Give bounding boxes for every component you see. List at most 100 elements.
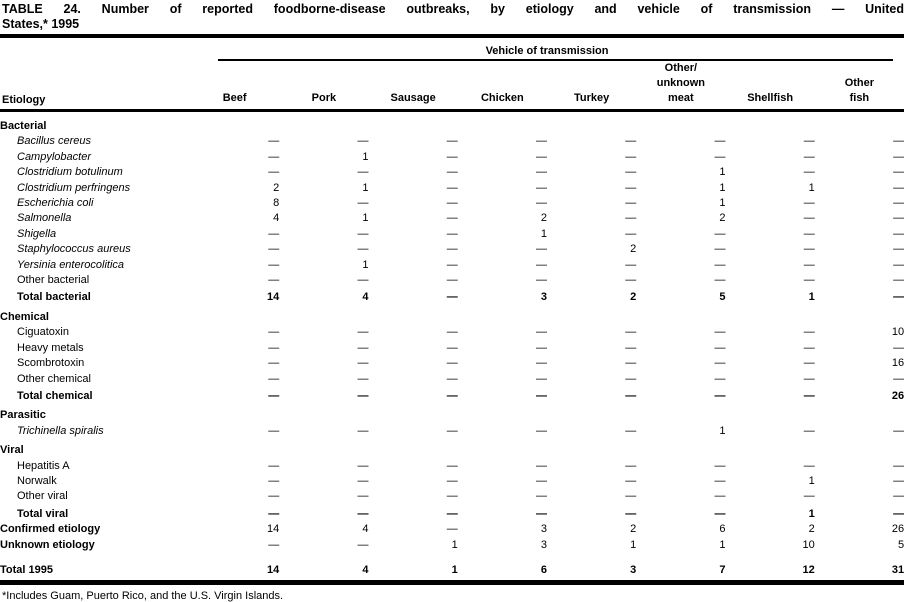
cell-value: — xyxy=(536,166,547,179)
cell-value: — xyxy=(446,326,458,339)
cell-value: — xyxy=(446,197,458,210)
table-row: Hepatitis A — — — — — — — — xyxy=(0,459,904,474)
cell-value: 5 xyxy=(897,538,904,551)
row-label: Trichinella spiralis xyxy=(17,424,104,437)
cell-value: — xyxy=(536,243,547,256)
cell-value: — xyxy=(357,227,369,240)
row-label: Clostridium botulinum xyxy=(17,166,123,179)
row-label: Hepatitis A xyxy=(17,459,70,472)
row-label: Escherichia coli xyxy=(17,197,94,210)
etiology-column-header: Etiology xyxy=(2,94,46,106)
row-label: Total 1995 xyxy=(0,563,53,576)
cell-value: — xyxy=(625,341,637,354)
cell-value: — xyxy=(536,258,547,271)
row-label: Yersinia enterocolitica xyxy=(17,258,125,271)
row-label: Unknown etiology xyxy=(0,538,95,551)
cell-value: — xyxy=(536,181,547,194)
cell-value: — xyxy=(357,274,369,287)
table-title-line1: TABLE 24. Number of reported foodborne-d… xyxy=(2,2,904,16)
cell-value: — xyxy=(714,357,726,370)
cell-value: — xyxy=(893,490,904,503)
cell-value: — xyxy=(446,523,458,536)
cell-value: — xyxy=(893,507,904,520)
cell-value: — xyxy=(803,166,815,179)
cell-value: — xyxy=(536,459,547,472)
table-row: Confirmed etiology 14 4—3 2 6 2 26 xyxy=(0,522,904,537)
row-label: Bacterial xyxy=(0,120,47,132)
row-label: Bacillus cereus xyxy=(17,135,91,148)
cell-value: 10 xyxy=(802,538,815,551)
cell-value: — xyxy=(268,326,280,339)
cell-value: — xyxy=(536,326,547,339)
cell-value: — xyxy=(893,372,904,385)
row-label: Viral xyxy=(0,444,24,457)
cell-value: 10 xyxy=(891,326,904,339)
cell-value: — xyxy=(714,135,726,148)
cell-value: — xyxy=(714,274,726,287)
cell-value: 1 xyxy=(719,197,726,210)
cell-value: — xyxy=(357,474,369,487)
cell-value: — xyxy=(625,507,637,520)
cell-value: 1 xyxy=(808,181,815,194)
cell-value: — xyxy=(446,135,458,148)
cell-value: — xyxy=(803,372,815,385)
cell-value: — xyxy=(803,326,815,339)
cell-value: 5 xyxy=(719,291,726,304)
table-row: Ciguatoxin — — — — — — — 10 xyxy=(0,325,904,340)
cell-value: — xyxy=(536,474,547,487)
top-rule xyxy=(0,34,904,38)
cell-value: 3 xyxy=(540,538,547,551)
cell-value: — xyxy=(803,258,815,271)
cell-value: — xyxy=(714,459,726,472)
table-row: Trichinella spiralis — — — — — 1 — — xyxy=(0,424,904,439)
cell-value: — xyxy=(803,490,815,503)
cell-value: — xyxy=(625,197,637,210)
cell-value: — xyxy=(268,166,280,179)
cell-value: — xyxy=(714,474,726,487)
cell-value: — xyxy=(268,357,280,370)
cell-value: 2 xyxy=(630,291,637,304)
cell-value: — xyxy=(893,274,904,287)
cell-value: 14 xyxy=(267,523,280,536)
cell-value: — xyxy=(357,341,369,354)
table-row: Escherichia coli 8 — — — — 1 — — xyxy=(0,196,904,211)
cell-value: — xyxy=(357,507,369,520)
cell-value: — xyxy=(536,135,547,148)
cell-value: — xyxy=(803,341,815,354)
cell-value: — xyxy=(357,424,369,437)
cell-value: 1 xyxy=(719,181,726,194)
cell-value: 1 xyxy=(719,538,726,551)
vehicle-group-rule xyxy=(218,59,893,61)
cell-value: 1 xyxy=(362,150,369,163)
cell-value: — xyxy=(268,459,280,472)
cell-value: 1 xyxy=(362,258,369,271)
cell-value: — xyxy=(893,181,904,194)
cell-value: — xyxy=(446,372,458,385)
cell-value: 6 xyxy=(719,523,726,536)
cell-value: — xyxy=(357,459,369,472)
table-row: Bacterial xyxy=(0,115,904,134)
column-header-beef: Beef xyxy=(222,92,247,104)
cell-value: — xyxy=(357,135,369,148)
cell-value: — xyxy=(714,258,726,271)
cell-value: — xyxy=(625,474,637,487)
cell-value: — xyxy=(268,389,280,402)
cell-value: — xyxy=(446,357,458,370)
cell-value: — xyxy=(268,341,280,354)
cell-value: — xyxy=(893,166,904,179)
cell-value: — xyxy=(268,150,280,163)
cell-value: 31 xyxy=(891,563,904,576)
cell-value: — xyxy=(803,227,815,240)
cell-value: 12 xyxy=(802,563,815,576)
table-row: Total viral — — — — — — 1 — xyxy=(0,505,904,522)
cell-value: — xyxy=(803,274,815,287)
cell-value: — xyxy=(446,341,458,354)
header-rule xyxy=(0,109,904,112)
cell-value: — xyxy=(357,490,369,503)
row-label: Total chemical xyxy=(17,389,93,402)
row-label: Norwalk xyxy=(17,474,57,487)
cell-value: — xyxy=(714,243,726,256)
cell-value: — xyxy=(893,258,904,271)
cell-value: — xyxy=(714,490,726,503)
